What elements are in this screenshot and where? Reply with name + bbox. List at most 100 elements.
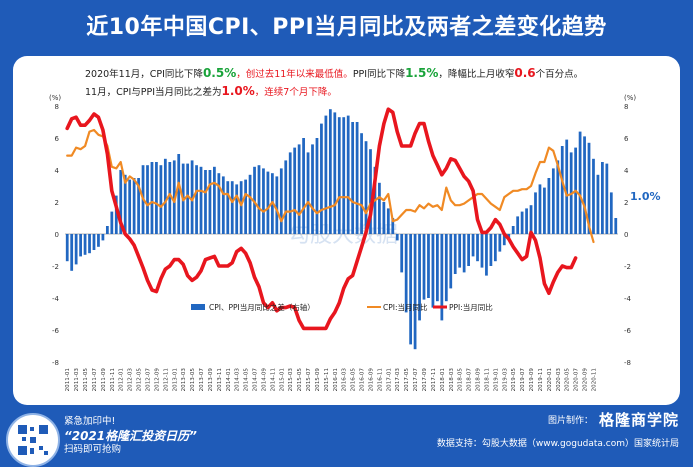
legend-diff-swatch [191,304,205,310]
x-tick-label: 2018-09 [476,368,482,392]
x-tick-label: 2015-01 [279,368,285,392]
x-tick-label: 2014-01 [226,368,232,392]
diff-end-label: 1.0% [630,190,661,203]
diff-bar [440,234,444,321]
x-tick-label: 2015-11 [324,368,330,392]
y-tick-left: -8 [52,359,59,367]
x-tick-label: 2011-09 [101,368,107,392]
diff-bar [449,234,453,289]
diff-bar [190,160,194,234]
x-tick-label: 2020-03 [556,368,562,392]
x-tick-label: 2017-01 [386,368,392,392]
diff-bar [502,234,506,246]
y-axis-left-unit: (%) [49,94,61,102]
diff-bar [364,141,368,234]
y-tick-left: 4 [55,167,60,175]
diff-bar [400,234,404,273]
diff-bar [538,184,542,234]
x-tick-label: 2015-05 [297,368,303,392]
note1-cpi-value: 0.5% [202,66,237,80]
diff-bar [137,178,140,234]
x-tick-label: 2013-01 [172,368,178,392]
x-tick-label: 2012-05 [137,368,143,392]
diff-bar [266,171,270,234]
x-tick-label: 2020-11 [591,368,597,392]
diff-bar [436,234,439,302]
ppi-line [65,107,578,331]
diff-bar [520,211,524,234]
x-tick-label: 2015-09 [315,368,321,392]
diff-bar [150,162,154,234]
x-tick-label: 2020-05 [565,368,571,392]
x-tick-label: 2017-09 [422,368,428,392]
diff-bar [123,174,127,234]
diff-bar [306,152,310,234]
diff-bar [128,179,132,234]
x-tick-label: 2017-03 [395,368,401,392]
x-tick-label: 2014-05 [244,368,250,392]
diff-bar [293,147,297,234]
x-tick-label: 2018-11 [484,368,490,392]
diff-bar [543,187,546,234]
note1-f: ，降幅比上月收窄 [438,69,515,80]
credit-block: 图片制作： 格隆商学院 数据支持：勾股大数据（www.gogudata.com）… [437,409,679,449]
diff-bar [453,234,457,274]
diff-bar [404,234,408,313]
diff-bar [529,205,533,234]
x-tick-label: 2014-03 [235,368,241,392]
y-tick-right: 4 [624,167,629,175]
x-tick-label: 2020-09 [583,368,589,392]
diff-bar [476,234,479,262]
diff-bar [431,234,435,308]
promo-line-2: “2021格隆汇投资日历” [64,429,197,443]
diff-bar [369,149,372,234]
qr-code[interactable] [6,413,60,467]
diff-bar [159,165,163,234]
y-tick-right: 6 [624,135,629,143]
diff-bar [284,160,288,234]
diff-bar [155,162,158,234]
x-tick-label: 2011-03 [74,368,80,392]
diff-bar [547,178,551,234]
diff-bar [386,208,390,234]
promo-line-1: 紧急加印中! [64,416,116,427]
diff-bar [333,112,337,234]
diff-bar [195,165,198,234]
note2-diff-value: 1.0% [221,84,255,98]
diff-bar [88,234,91,254]
x-tick-label: 2014-11 [270,368,276,392]
x-tick-label: 2012-09 [154,368,160,392]
x-tick-label: 2016-01 [333,368,339,392]
diff-bar [262,168,265,234]
ppi-end-label: -1.5% [630,56,665,59]
note-line-2: 11月，CPI与PPI当月同比之差为1.0%，连续7个月下降。 [13,84,680,98]
x-tick-label: 2014-09 [261,368,267,392]
diff-bar [525,208,528,234]
diff-bar [462,234,466,273]
diff-bar [342,117,346,234]
promo-line-3: 扫码即可抢购 [64,444,122,455]
x-tick-label: 2019-05 [511,368,517,392]
diff-bar [493,234,497,262]
diff-bar [395,234,399,241]
diff-bar [315,138,319,234]
y-axis-right-unit: (%) [624,94,636,102]
x-tick-label: 2018-01 [440,368,446,392]
x-tick-label: 2013-07 [199,368,205,392]
diff-bar [511,226,515,234]
diff-bar [378,182,381,234]
diff-bar [311,144,314,234]
diff-bar [114,195,118,234]
y-tick-right: -4 [624,295,632,303]
note1-a: 2020年11月，CPI同比下降 [85,69,203,80]
x-tick-label: 2012-11 [163,368,169,392]
diff-bar [534,192,537,234]
diff-bar [101,234,105,241]
diff-bar [221,176,225,234]
credit-label: 图片制作： [547,416,593,426]
diff-bar [235,184,239,234]
diff-bar [516,216,520,234]
x-tick-label: 2019-01 [493,368,499,392]
diff-bar [97,234,100,247]
diff-bar [351,122,355,234]
